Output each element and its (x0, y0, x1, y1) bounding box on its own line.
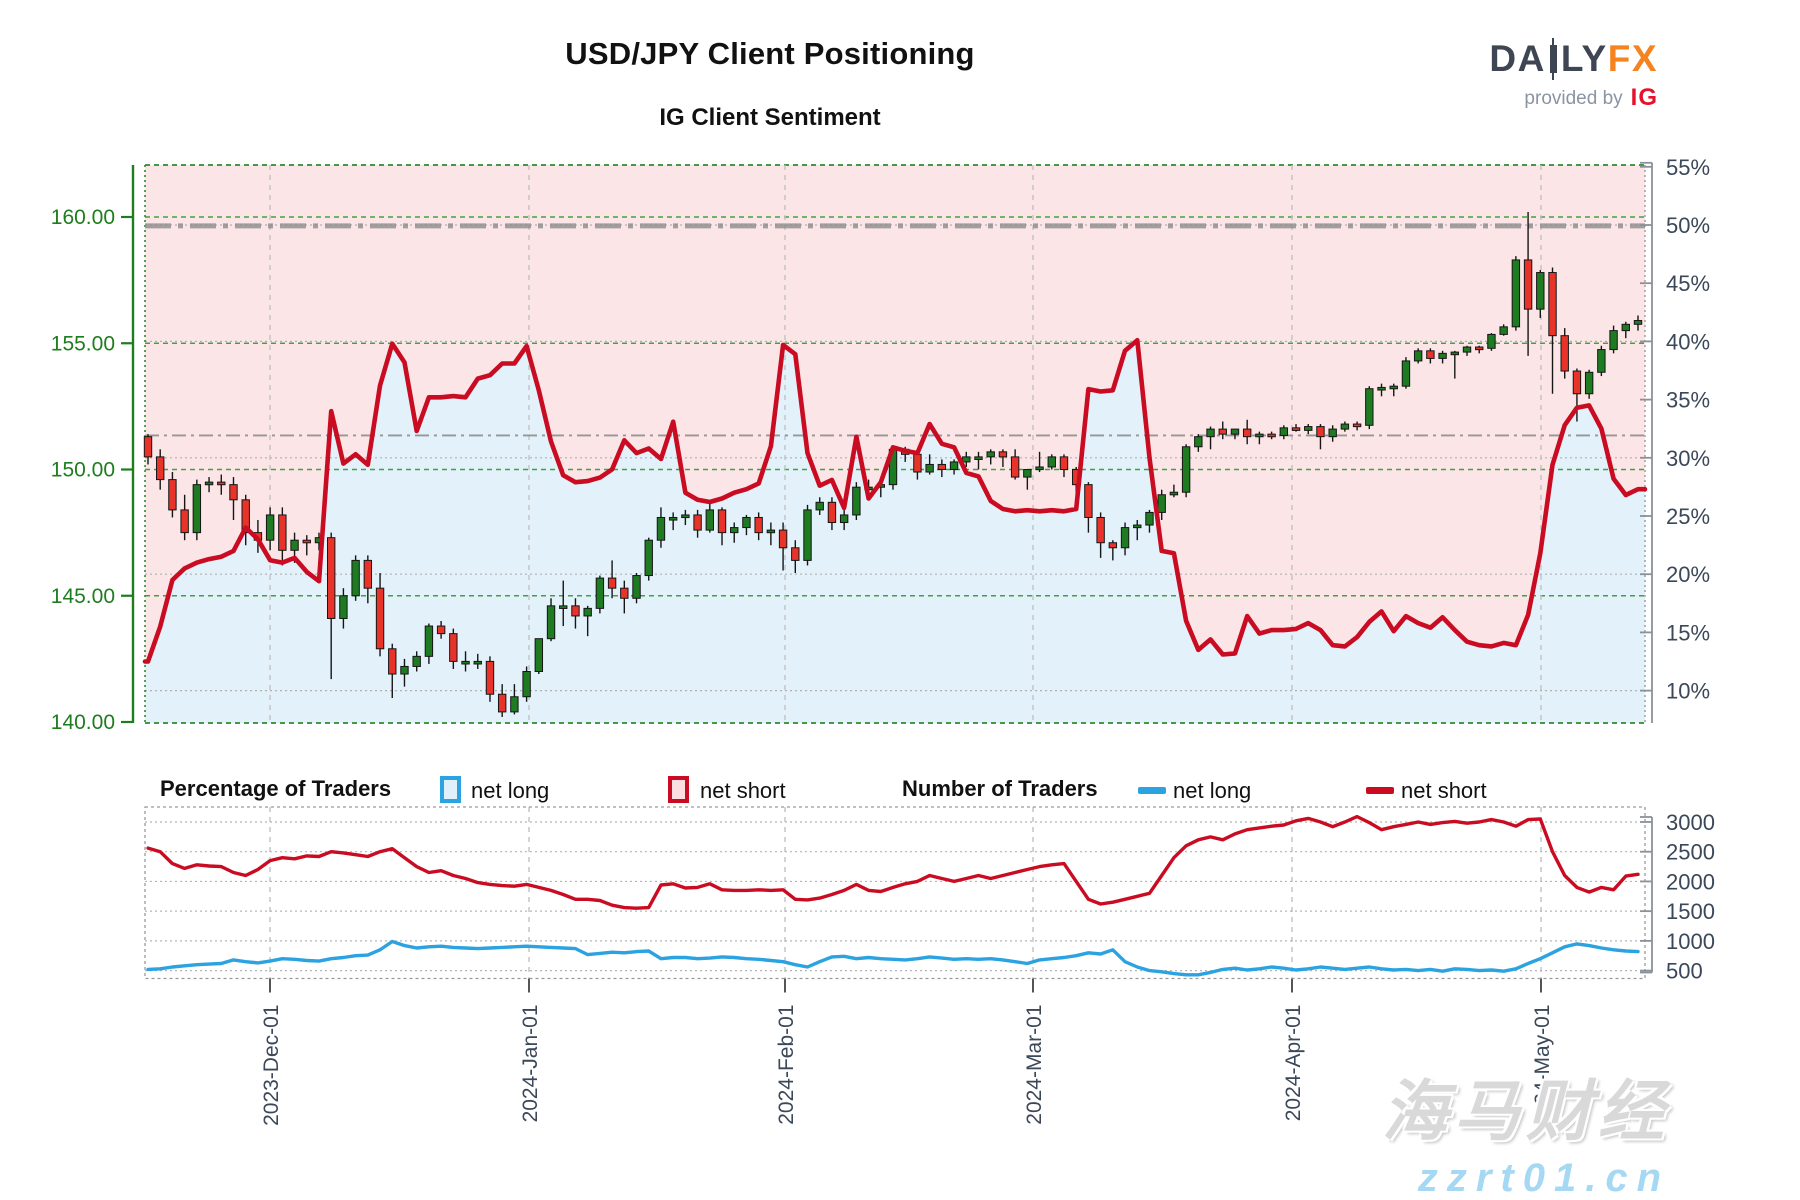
svg-text:2024-Jan-01: 2024-Jan-01 (519, 1005, 542, 1123)
svg-text:145.00: 145.00 (51, 585, 115, 608)
svg-text:30%: 30% (1666, 446, 1710, 471)
svg-text:45%: 45% (1666, 271, 1710, 296)
legend-pct-net-short-label: net short (700, 778, 786, 803)
svg-text:55%: 55% (1666, 155, 1710, 180)
legend-pct-net-long-label: net long (471, 778, 550, 803)
svg-text:3000: 3000 (1666, 810, 1715, 835)
svg-text:15%: 15% (1666, 620, 1710, 645)
brand-fx: FX (1607, 38, 1658, 79)
dailyfx-logo: DA LY FX provided by IG (1489, 37, 1658, 111)
svg-text:2500: 2500 (1666, 840, 1715, 865)
svg-text:40%: 40% (1666, 329, 1710, 354)
svg-text:50%: 50% (1666, 213, 1710, 238)
svg-text:2023-Dec-01: 2023-Dec-01 (260, 1005, 283, 1126)
svg-text:150.00: 150.00 (51, 459, 115, 482)
chart-subtitle: IG Client Sentiment (659, 104, 881, 131)
svg-text:20%: 20% (1666, 562, 1710, 587)
svg-text:160.00: 160.00 (51, 206, 115, 229)
ig-logo: IG (1630, 84, 1658, 111)
count-net-short-line-icon (1366, 787, 1394, 794)
svg-text:140.00: 140.00 (51, 711, 115, 734)
page-title: USD/JPY Client Positioning (565, 36, 975, 71)
svg-text:2024-Apr-01: 2024-Apr-01 (1282, 1005, 1305, 1122)
svg-text:1500: 1500 (1666, 899, 1715, 924)
candlestick-i-icon (1549, 37, 1557, 80)
pct-net-long-swatch-icon (440, 776, 461, 803)
pct-net-short-swatch-icon (668, 776, 689, 803)
svg-text:500: 500 (1666, 959, 1703, 984)
legend-pct-header: Percentage of Traders (160, 776, 392, 801)
svg-text:2024-Mar-01: 2024-Mar-01 (1023, 1005, 1046, 1125)
svg-text:25%: 25% (1666, 504, 1710, 529)
svg-text:10%: 10% (1666, 679, 1710, 704)
brand-da: DA (1489, 38, 1546, 79)
svg-text:1000: 1000 (1666, 929, 1715, 954)
svg-text:2024-Feb-01: 2024-Feb-01 (775, 1005, 798, 1125)
brand-ly: LY (1560, 38, 1608, 79)
svg-text:35%: 35% (1666, 388, 1710, 413)
svg-text:155.00: 155.00 (51, 332, 115, 355)
legend-count-net-long-label: net long (1173, 778, 1252, 803)
legend-count-header: Number of Traders (902, 776, 1098, 801)
provided-by-text: provided by (1524, 87, 1623, 109)
legend-count-net-short-label: net short (1401, 778, 1487, 803)
dailyfx-brand: DA LY FX (1489, 37, 1658, 80)
svg-text:2000: 2000 (1666, 869, 1715, 894)
svg-text:2024-May-01: 2024-May-01 (1531, 1005, 1554, 1129)
count-net-long-line-icon (1138, 787, 1166, 794)
